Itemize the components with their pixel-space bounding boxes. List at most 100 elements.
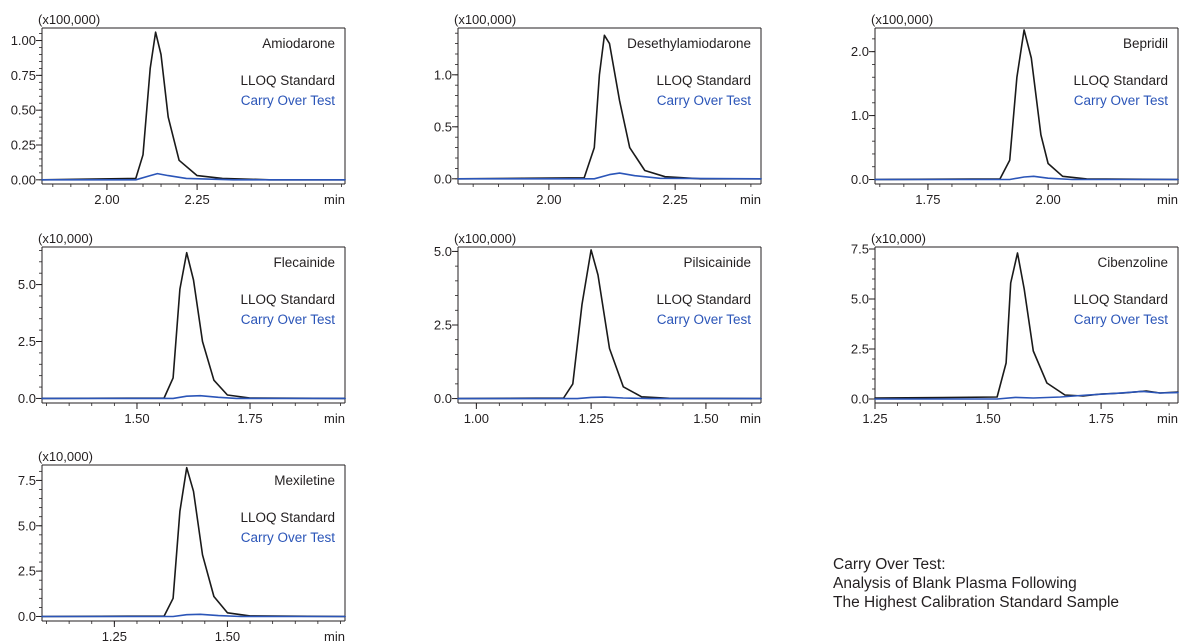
legend-carry-over: Carry Over Test <box>1074 312 1169 327</box>
chart-panel: 1.25 1.50 min 0.0 2.5 5.0 7.5(x10,000) Mexileti… <box>18 449 346 644</box>
series-lloq-standard <box>457 249 762 400</box>
carry-over-note: Carry Over Test: Analysis of Blank Plasm… <box>833 555 1119 612</box>
y-tick-label: 7.5 <box>18 473 36 488</box>
note-line-2: Analysis of Blank Plasma Following <box>833 575 1077 592</box>
series-lloq-standard <box>457 34 762 180</box>
x-tick-label: 1.50 <box>215 629 240 644</box>
y-multiplier-label: (x100,000) <box>454 12 516 27</box>
y-tick-label: 0.50 <box>11 103 36 118</box>
y-tick-label: 2.0 <box>851 44 869 59</box>
x-unit-label: min <box>1157 411 1178 426</box>
y-tick-label: 2.5 <box>851 342 869 357</box>
x-tick-label: 2.00 <box>94 192 119 207</box>
series-lloq-standard <box>41 466 346 618</box>
y-tick-label: 0.0 <box>18 609 36 624</box>
x-tick-label: 1.25 <box>862 411 887 426</box>
y-tick-label: 0.5 <box>434 119 452 134</box>
series-lloq-standard <box>41 251 346 400</box>
x-tick-label: 1.75 <box>1088 411 1113 426</box>
series-carry-over <box>874 175 1179 181</box>
y-tick-label: 1.0 <box>434 67 452 82</box>
series-carry-over <box>41 172 346 181</box>
x-tick-label: 2.25 <box>184 192 209 207</box>
legend-lloq-standard: LLOQ Standard <box>656 73 751 88</box>
chart-title: Mexiletine <box>274 473 335 488</box>
y-tick-label: 2.5 <box>18 564 36 579</box>
x-unit-label: min <box>740 411 761 426</box>
y-tick-label: 5.0 <box>851 292 869 307</box>
y-multiplier-label: (x10,000) <box>871 231 926 246</box>
chart-title: Flecainide <box>273 255 335 270</box>
x-tick-label: 1.50 <box>693 411 718 426</box>
chart-panel: 2.00 2.25 min 0.00 0.25 0.50 0.75 1.00(x100,000… <box>11 12 346 207</box>
y-tick-label: 1.00 <box>11 33 36 48</box>
series-lloq-standard <box>874 29 1179 181</box>
y-tick-label: 0.75 <box>11 68 36 83</box>
chart-title: Bepridil <box>1123 36 1168 51</box>
y-tick-label: 5.0 <box>434 244 452 259</box>
y-tick-label: 1.0 <box>851 108 869 123</box>
chart-title: Desethylamiodarone <box>627 36 751 51</box>
x-tick-label: 1.00 <box>464 411 489 426</box>
chart-title: Amiodarone <box>262 36 335 51</box>
legend-lloq-standard: LLOQ Standard <box>240 510 335 525</box>
chart-panel: 1.50 1.75 min 0.0 2.5 5.0 (x10,000) Flecainide L… <box>18 231 346 426</box>
x-tick-label: 1.25 <box>102 629 127 644</box>
y-tick-label: 0.0 <box>851 172 869 187</box>
chart-panel: 1.00 1.25 1.50 min 0.0 2.5 5.0(x100,000) Pilsic… <box>434 231 762 426</box>
y-multiplier-label: (x100,000) <box>871 12 933 27</box>
legend-carry-over: Carry Over Test <box>241 312 336 327</box>
y-multiplier-label: (x10,000) <box>38 231 93 246</box>
legend-lloq-standard: LLOQ Standard <box>1073 73 1168 88</box>
y-tick-label: 2.5 <box>434 318 452 333</box>
y-tick-label: 5.0 <box>18 277 36 292</box>
chart-panel: 1.25 1.50 1.75 min 0.0 2.5 5.0 7.5(x10,000) Cibe… <box>851 231 1179 426</box>
note-line-3: The Highest Calibration Standard Sample <box>833 594 1120 611</box>
x-unit-label: min <box>740 192 761 207</box>
series-carry-over <box>41 394 346 400</box>
legend-lloq-standard: LLOQ Standard <box>656 292 751 307</box>
chart-panel: 2.00 2.25 min 0.0 0.5 1.0 (x100,000) Desethylam… <box>434 12 762 207</box>
x-unit-label: min <box>324 629 345 644</box>
legend-lloq-standard: LLOQ Standard <box>1073 292 1168 307</box>
y-tick-label: 0.0 <box>434 171 452 186</box>
series-carry-over <box>457 172 762 180</box>
x-tick-label: 2.00 <box>1035 192 1060 207</box>
x-unit-label: min <box>1157 192 1178 207</box>
legend-carry-over: Carry Over Test <box>241 93 336 108</box>
x-unit-label: min <box>324 411 345 426</box>
series-lloq-standard <box>41 31 346 181</box>
legend-carry-over: Carry Over Test <box>657 93 752 108</box>
y-multiplier-label: (x10,000) <box>38 449 93 464</box>
y-tick-label: 0.0 <box>18 391 36 406</box>
y-multiplier-label: (x100,000) <box>38 12 100 27</box>
note-line-1: Carry Over Test: <box>833 556 946 573</box>
y-tick-label: 7.5 <box>851 242 869 257</box>
y-tick-label: 0.25 <box>11 138 36 153</box>
chart-panel: 1.75 2.00 min 0.0 1.0 2.0 (x100,000) Bepridil LL… <box>851 12 1179 207</box>
x-unit-label: min <box>324 192 345 207</box>
chart-title: Cibenzoline <box>1097 255 1168 270</box>
series-carry-over <box>874 390 1179 400</box>
x-tick-label: 1.25 <box>578 411 603 426</box>
legend-lloq-standard: LLOQ Standard <box>240 292 335 307</box>
chart-title: Pilsicainide <box>683 255 751 270</box>
y-multiplier-label: (x100,000) <box>454 231 516 246</box>
x-tick-label: 1.75 <box>237 411 262 426</box>
legend-carry-over: Carry Over Test <box>1074 93 1169 108</box>
series-carry-over <box>41 613 346 618</box>
x-tick-label: 1.75 <box>915 192 940 207</box>
x-tick-label: 1.50 <box>975 411 1000 426</box>
x-tick-label: 2.00 <box>536 192 561 207</box>
y-tick-label: 0.00 <box>11 172 36 187</box>
y-tick-label: 0.0 <box>851 392 869 407</box>
legend-carry-over: Carry Over Test <box>241 530 336 545</box>
legend-carry-over: Carry Over Test <box>657 312 752 327</box>
y-tick-label: 2.5 <box>18 334 36 349</box>
y-tick-label: 0.0 <box>434 391 452 406</box>
legend-lloq-standard: LLOQ Standard <box>240 73 335 88</box>
x-tick-label: 1.50 <box>124 411 149 426</box>
series-carry-over <box>457 396 762 400</box>
x-tick-label: 2.25 <box>662 192 687 207</box>
